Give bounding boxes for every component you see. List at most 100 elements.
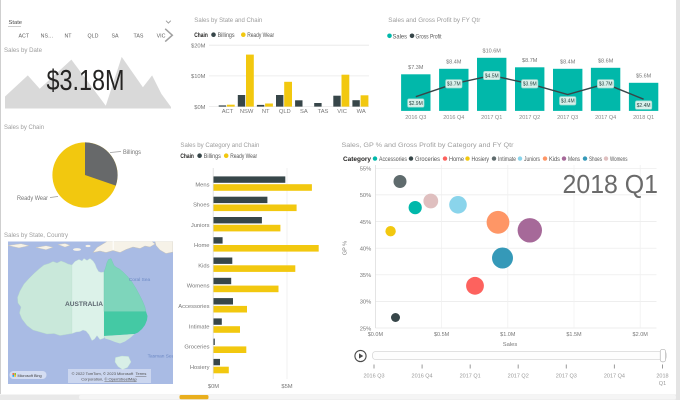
svg-text:Ready Wear: Ready Wear bbox=[17, 196, 48, 202]
svg-text:NSW: NSW bbox=[240, 109, 254, 115]
svg-text:Sales and Gross Profit by FY Q: Sales and Gross Profit by FY Qtr bbox=[388, 17, 481, 24]
svg-text:Shoes: Shoes bbox=[193, 203, 210, 209]
svg-text:Billings: Billings bbox=[123, 150, 141, 156]
svg-text:35%: 35% bbox=[360, 273, 372, 279]
svg-text:Billings: Billings bbox=[218, 33, 235, 39]
svg-text:2017 Q2: 2017 Q2 bbox=[519, 115, 540, 121]
svg-text:$3.7M: $3.7M bbox=[447, 82, 461, 88]
svg-text:$8.4M: $8.4M bbox=[560, 60, 576, 66]
svg-text:Womens: Womens bbox=[187, 284, 210, 290]
svg-text:NS…: NS… bbox=[41, 34, 54, 40]
svg-text:$8.4M: $8.4M bbox=[446, 60, 462, 66]
svg-text:Kids: Kids bbox=[549, 157, 560, 163]
svg-text:QLD: QLD bbox=[88, 34, 99, 40]
svg-text:Sales by State, Country: Sales by State, Country bbox=[4, 232, 69, 239]
svg-text:Q1: Q1 bbox=[659, 381, 666, 387]
svg-text:50%: 50% bbox=[360, 193, 372, 199]
svg-text:25%: 25% bbox=[360, 326, 372, 332]
svg-text:2018 Q1: 2018 Q1 bbox=[633, 115, 654, 121]
svg-text:Intimate: Intimate bbox=[189, 324, 210, 330]
svg-text:30%: 30% bbox=[360, 300, 372, 306]
svg-text:$0M: $0M bbox=[194, 105, 205, 111]
svg-text:Category: Category bbox=[343, 156, 372, 163]
svg-text:2016 Q3: 2016 Q3 bbox=[405, 115, 426, 121]
svg-text:2016 Q4: 2016 Q4 bbox=[412, 374, 433, 380]
svg-text:$7.3M: $7.3M bbox=[408, 65, 424, 71]
svg-text:$20M: $20M bbox=[191, 43, 206, 49]
svg-text:Shoes: Shoes bbox=[589, 157, 602, 163]
svg-text:NT: NT bbox=[262, 109, 270, 115]
svg-text:Groceries: Groceries bbox=[415, 157, 440, 163]
svg-text:2017 Q4: 2017 Q4 bbox=[604, 374, 625, 380]
svg-text:Ready Wear: Ready Wear bbox=[230, 154, 257, 160]
svg-text:WA: WA bbox=[357, 109, 366, 115]
svg-text:Sales: Sales bbox=[503, 342, 518, 348]
svg-text:State: State bbox=[9, 20, 23, 26]
svg-text:ACT: ACT bbox=[18, 34, 29, 40]
svg-text:$2.0M: $2.0M bbox=[633, 332, 649, 338]
svg-text:$3.4M: $3.4M bbox=[561, 99, 575, 105]
svg-text:Mens: Mens bbox=[195, 182, 209, 188]
svg-text:Coral Sea: Coral Sea bbox=[129, 277, 151, 283]
svg-text:55%: 55% bbox=[360, 167, 372, 173]
svg-text:TAS: TAS bbox=[134, 34, 144, 40]
svg-text:Tasman Sea: Tasman Sea bbox=[148, 354, 175, 360]
svg-text:$0.5M: $0.5M bbox=[434, 332, 450, 338]
svg-text:Sales by State and Chain: Sales by State and Chain bbox=[194, 17, 262, 24]
svg-text:Accessories: Accessories bbox=[178, 304, 209, 310]
svg-text:$5.6M: $5.6M bbox=[636, 74, 652, 80]
svg-text:Home: Home bbox=[449, 157, 465, 163]
svg-text:Intimate: Intimate bbox=[498, 157, 517, 163]
svg-text:VIC: VIC bbox=[337, 109, 347, 115]
svg-text:GP %: GP % bbox=[343, 241, 349, 255]
svg-text:2017 Q1: 2017 Q1 bbox=[481, 115, 502, 121]
svg-text:SA: SA bbox=[111, 34, 119, 40]
svg-text:2017 Q2: 2017 Q2 bbox=[508, 374, 529, 380]
svg-text:Home: Home bbox=[194, 243, 209, 249]
svg-text:Sales: Sales bbox=[393, 34, 408, 40]
svg-text:Corporation, © OpenStreetMap: Corporation, © OpenStreetMap bbox=[81, 377, 137, 382]
svg-text:$8.6M: $8.6M bbox=[598, 59, 614, 65]
svg-text:Sales by Category and Chain: Sales by Category and Chain bbox=[180, 142, 259, 149]
svg-text:2017 Q1: 2017 Q1 bbox=[460, 374, 481, 380]
svg-text:Kids: Kids bbox=[198, 263, 209, 269]
svg-text:Sales by Chain: Sales by Chain bbox=[4, 124, 44, 131]
svg-text:Mens: Mens bbox=[568, 157, 580, 163]
svg-text:Ready Wear: Ready Wear bbox=[247, 33, 274, 39]
svg-text:Sales, GP % and Gross Profit b: Sales, GP % and Gross Profit by Category… bbox=[342, 142, 515, 149]
svg-text:QLD: QLD bbox=[279, 109, 291, 115]
svg-text:Gross Profit: Gross Profit bbox=[416, 34, 442, 40]
svg-text:2017 Q3: 2017 Q3 bbox=[556, 374, 577, 380]
svg-text:$4.5M: $4.5M bbox=[485, 73, 499, 79]
svg-text:AUSTRALIA: AUSTRALIA bbox=[65, 301, 104, 308]
svg-text:ACT: ACT bbox=[222, 109, 234, 115]
svg-text:TAS: TAS bbox=[318, 109, 329, 115]
svg-text:2016 Q4: 2016 Q4 bbox=[443, 115, 464, 121]
svg-text:$8.7M: $8.7M bbox=[522, 58, 538, 64]
svg-text:$3.7M: $3.7M bbox=[599, 82, 613, 88]
svg-text:Groceries: Groceries bbox=[184, 345, 209, 351]
svg-text:2017 Q3: 2017 Q3 bbox=[557, 115, 578, 121]
svg-text:Womens: Womens bbox=[610, 157, 628, 163]
svg-text:$5M: $5M bbox=[281, 384, 292, 390]
svg-text:Accessories: Accessories bbox=[379, 157, 407, 163]
svg-text:Hosiery: Hosiery bbox=[190, 365, 210, 371]
svg-text:2018 Q1: 2018 Q1 bbox=[563, 171, 659, 199]
svg-text:$0M: $0M bbox=[208, 384, 219, 390]
svg-text:2018: 2018 bbox=[656, 374, 668, 380]
svg-text:$3.9M: $3.9M bbox=[523, 82, 537, 88]
svg-text:Billings: Billings bbox=[204, 154, 221, 160]
svg-text:© 2022 TomTom, © 2023 Microsof: © 2022 TomTom, © 2023 Microsoft Terms bbox=[72, 371, 147, 376]
svg-text:$1.0M: $1.0M bbox=[500, 332, 516, 338]
svg-text:Juniors: Juniors bbox=[191, 223, 210, 229]
svg-text:NT: NT bbox=[64, 34, 72, 40]
svg-text:45%: 45% bbox=[360, 220, 372, 226]
svg-text:$3.18M: $3.18M bbox=[47, 65, 125, 97]
svg-text:$2.4M: $2.4M bbox=[637, 103, 651, 109]
svg-text:VIC: VIC bbox=[157, 34, 166, 40]
svg-text:Chain: Chain bbox=[194, 32, 208, 39]
svg-text:Hosiery: Hosiery bbox=[472, 157, 490, 163]
svg-text:$10.6M: $10.6M bbox=[483, 49, 502, 55]
svg-text:2016 Q3: 2016 Q3 bbox=[363, 374, 384, 380]
svg-text:Juniors: Juniors bbox=[524, 157, 540, 163]
